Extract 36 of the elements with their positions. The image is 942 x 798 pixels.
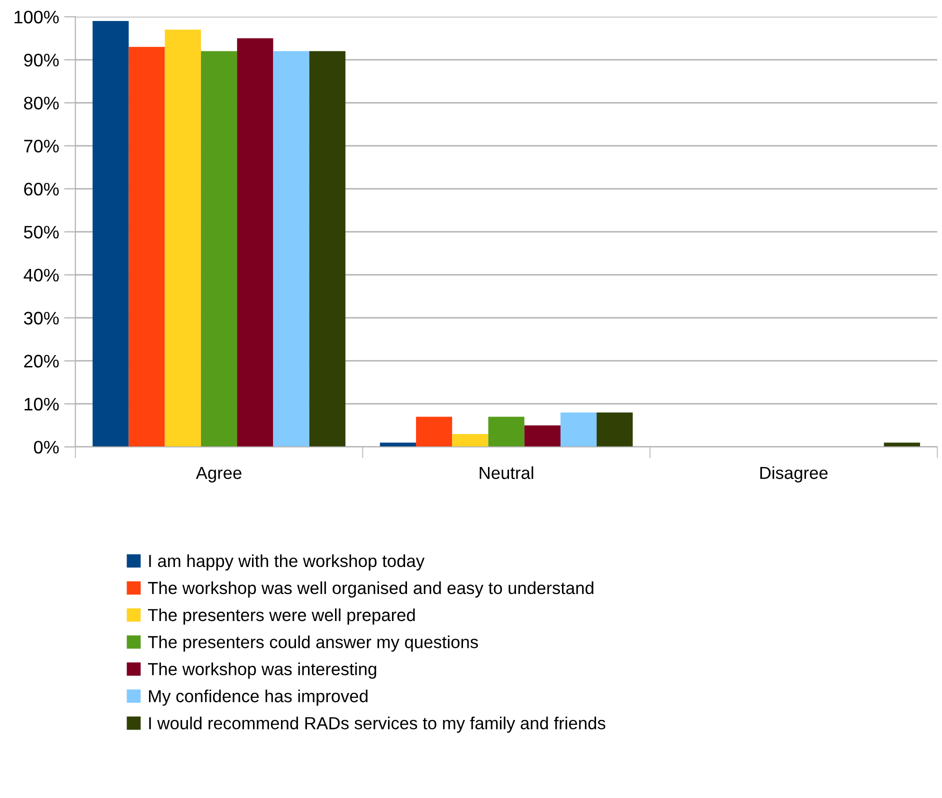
bar	[416, 416, 452, 447]
y-tick-label: 50%	[24, 226, 59, 239]
y-tick-label: 0%	[34, 440, 59, 454]
y-tick-label: 30%	[24, 312, 59, 325]
legend-label: The presenters were well prepared	[148, 608, 415, 625]
bar	[884, 442, 920, 447]
legend-label: The presenters could answer my questions	[148, 635, 478, 652]
legend-label: The workshop was interesting	[148, 662, 376, 679]
bar	[273, 51, 310, 447]
legend-label: I am happy with the workshop today	[149, 554, 425, 571]
y-tick-label: 20%	[24, 354, 59, 368]
legend-label: The workshop was well organised and easy to understand	[148, 581, 594, 598]
y-tick-label: 100%	[14, 10, 59, 24]
bar	[237, 38, 274, 447]
bar	[128, 46, 165, 447]
bar	[488, 416, 524, 447]
y-tick-label: 70%	[24, 140, 59, 153]
x-tick-label: Disagree	[760, 466, 828, 483]
legend-label: I would recommend RADs services to my family and friends	[149, 716, 606, 733]
y-tick-label: 80%	[24, 96, 59, 110]
bar	[560, 412, 597, 447]
legend-label: My confidence has improved	[149, 690, 368, 706]
bar	[200, 51, 238, 447]
bar	[452, 434, 488, 447]
bar	[596, 412, 633, 447]
y-tick-label: 90%	[24, 54, 59, 66]
x-tick-label: Neutral	[480, 466, 534, 480]
x-tick-label: Agree	[196, 466, 242, 483]
bar	[92, 21, 129, 447]
y-tick-label: 10%	[24, 398, 59, 411]
bar	[524, 425, 561, 447]
y-tick-label: 40%	[24, 268, 59, 282]
bar	[380, 442, 416, 447]
bar	[309, 51, 346, 447]
y-tick-label: 60%	[24, 182, 59, 196]
bar	[164, 30, 201, 447]
